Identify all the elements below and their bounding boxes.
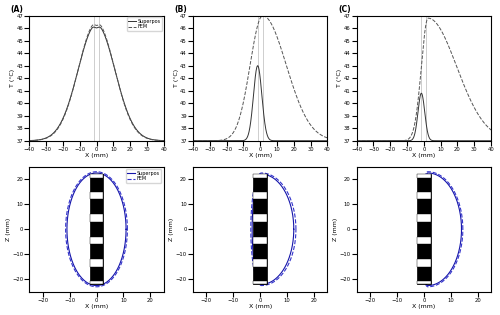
- Line: FEM: FEM: [356, 18, 491, 141]
- FEM: [295, 98, 301, 102]
- Y-axis label: Z (mm): Z (mm): [6, 218, 10, 241]
- Bar: [90, 214, 103, 222]
- Superpos: [90, 25, 96, 29]
- Line: Superpos: Superpos: [356, 93, 491, 141]
- FEM: [204, 139, 210, 143]
- Superpos: [458, 139, 464, 143]
- Superpos: [40, 137, 46, 141]
- Bar: [254, 174, 267, 178]
- Superpos: [254, 64, 260, 68]
- FEM: [488, 128, 494, 132]
- FEM: [413, 115, 419, 119]
- Superpos: [354, 139, 360, 143]
- FEM: [446, 45, 452, 49]
- Superpos: [488, 139, 494, 143]
- FEM: [282, 60, 288, 64]
- FEM: [118, 94, 124, 98]
- Superpos: [134, 128, 140, 132]
- Bar: [90, 192, 103, 199]
- Bar: [254, 192, 267, 199]
- X-axis label: X (mm): X (mm): [85, 153, 108, 158]
- Text: (B): (B): [174, 5, 187, 14]
- FEM: [160, 139, 166, 142]
- FEM: [298, 104, 304, 108]
- FEM: [86, 31, 91, 35]
- Bar: [254, 214, 267, 222]
- Superpos: [190, 139, 196, 143]
- Bar: [90, 281, 103, 284]
- Superpos: [118, 93, 124, 97]
- FEM: [260, 14, 266, 18]
- Superpos: [418, 91, 424, 95]
- Superpos: [131, 124, 137, 128]
- Bar: [417, 281, 430, 284]
- Bar: [417, 237, 430, 244]
- FEM: [90, 23, 96, 26]
- Superpos: [408, 138, 414, 142]
- Bar: [254, 259, 267, 267]
- Line: FEM: FEM: [193, 16, 328, 141]
- FEM: [354, 139, 360, 143]
- Superpos: [446, 139, 452, 143]
- Superpos: [413, 126, 419, 130]
- Bar: [417, 259, 430, 267]
- Bar: [90, 237, 103, 244]
- FEM: [249, 51, 255, 54]
- Superpos: [86, 33, 91, 37]
- FEM: [461, 83, 467, 87]
- Y-axis label: Z (mm): Z (mm): [169, 218, 174, 241]
- X-axis label: X (mm): X (mm): [85, 304, 108, 309]
- X-axis label: X (mm): X (mm): [412, 153, 436, 158]
- X-axis label: X (mm): X (mm): [248, 153, 272, 158]
- FEM: [458, 77, 464, 81]
- Legend: Superpos, FEM: Superpos, FEM: [126, 169, 162, 183]
- Superpos: [26, 139, 32, 142]
- Superpos: [298, 139, 304, 143]
- X-axis label: X (mm): X (mm): [412, 304, 436, 309]
- Superpos: [244, 135, 250, 139]
- FEM: [408, 134, 414, 138]
- Superpos: [368, 139, 374, 143]
- Superpos: [324, 139, 330, 143]
- Bar: [254, 174, 267, 284]
- Superpos: [160, 139, 166, 142]
- Bar: [90, 174, 103, 178]
- Superpos: [461, 139, 467, 143]
- Y-axis label: T (°C): T (°C): [338, 69, 342, 87]
- Line: FEM: FEM: [30, 25, 164, 140]
- Bar: [417, 174, 430, 178]
- Bar: [90, 259, 103, 267]
- Bar: [90, 174, 103, 284]
- Text: (A): (A): [10, 5, 24, 14]
- Y-axis label: T (°C): T (°C): [10, 69, 15, 87]
- Line: Superpos: Superpos: [30, 27, 164, 140]
- Bar: [417, 174, 430, 284]
- Line: Superpos: Superpos: [193, 66, 328, 141]
- Y-axis label: T (°C): T (°C): [174, 69, 178, 87]
- Bar: [254, 237, 267, 244]
- FEM: [244, 79, 250, 83]
- Superpos: [80, 48, 86, 51]
- FEM: [40, 137, 46, 141]
- Superpos: [295, 139, 301, 143]
- Superpos: [282, 139, 288, 143]
- FEM: [131, 125, 137, 129]
- Superpos: [204, 139, 210, 143]
- Y-axis label: Z (mm): Z (mm): [333, 218, 338, 241]
- FEM: [80, 46, 86, 50]
- Bar: [417, 214, 430, 222]
- FEM: [190, 139, 196, 143]
- X-axis label: X (mm): X (mm): [248, 304, 272, 309]
- Text: (C): (C): [338, 5, 350, 14]
- FEM: [368, 139, 374, 143]
- FEM: [324, 136, 330, 140]
- FEM: [425, 16, 431, 20]
- FEM: [134, 129, 140, 133]
- Legend: Superpos, FEM: Superpos, FEM: [127, 17, 162, 31]
- Bar: [417, 192, 430, 199]
- Bar: [254, 281, 267, 284]
- Superpos: [249, 107, 255, 111]
- FEM: [26, 139, 32, 142]
